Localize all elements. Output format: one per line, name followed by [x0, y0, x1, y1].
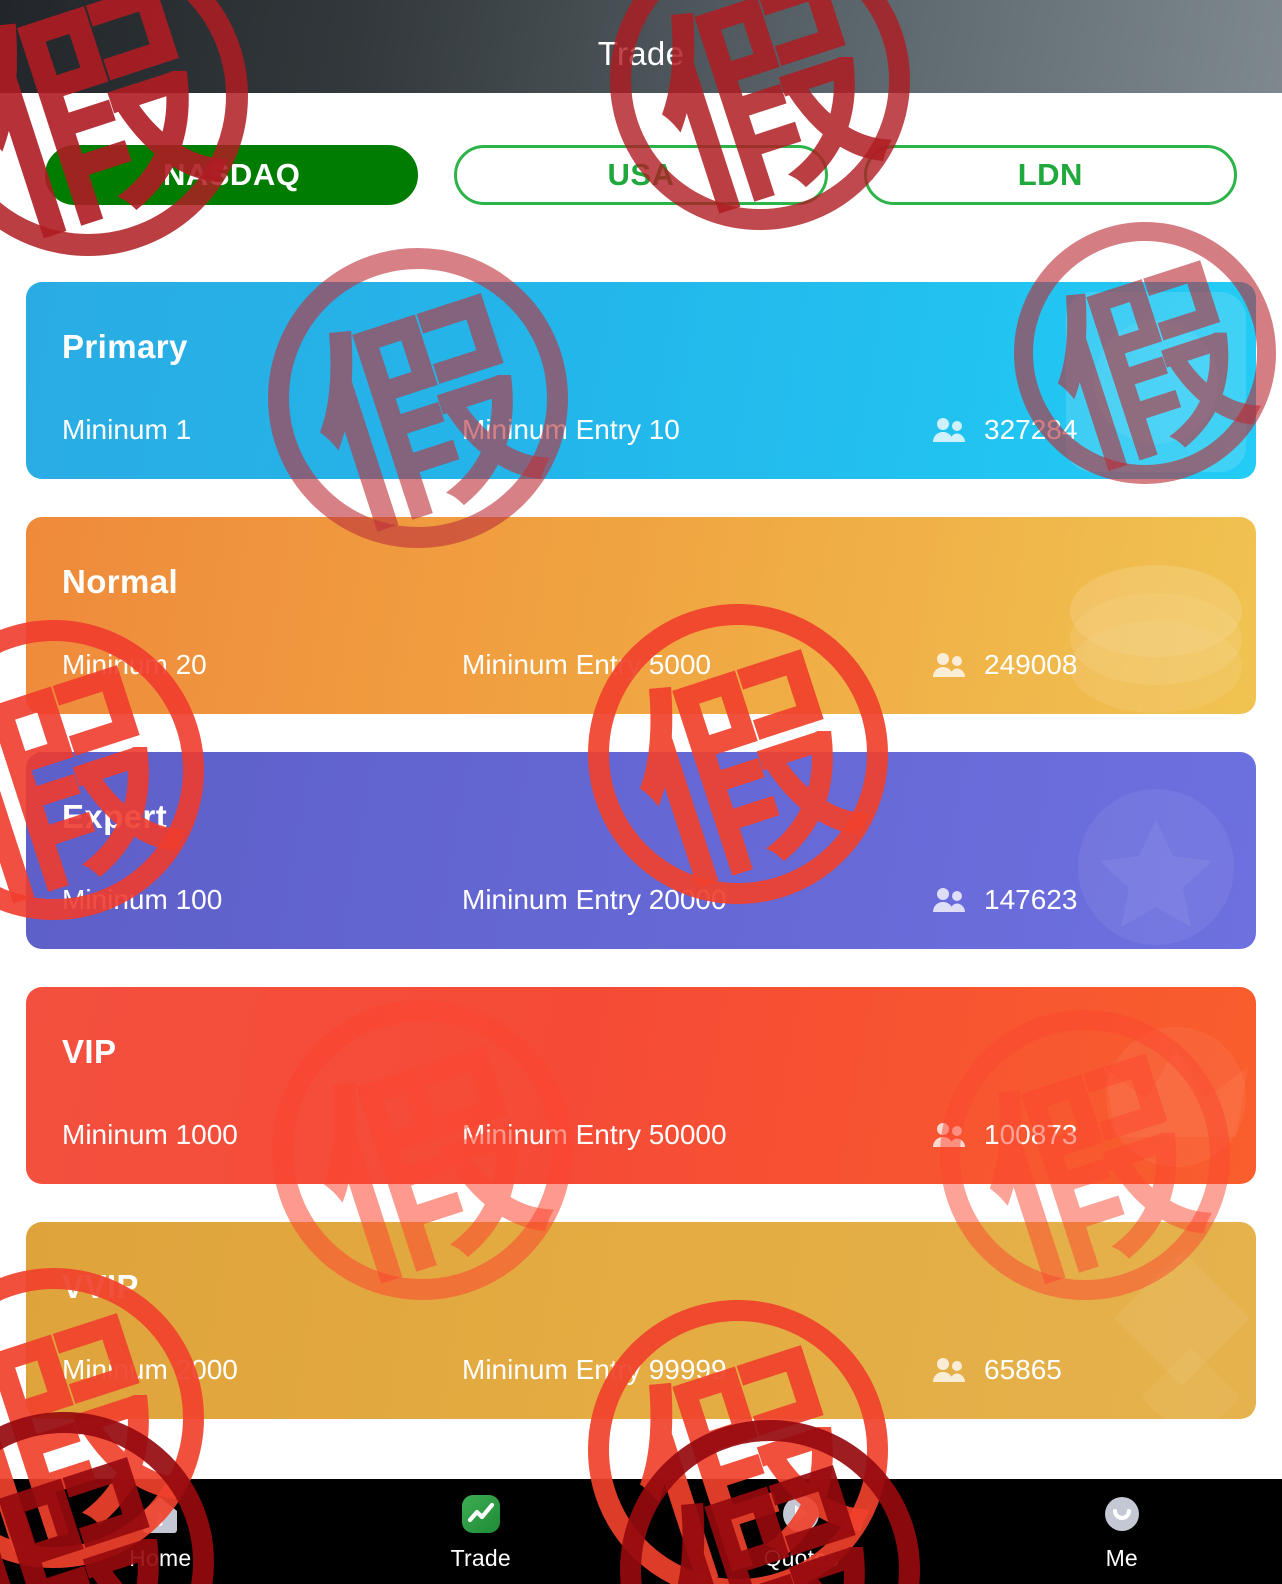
market-tab-nasdaq[interactable]: NASDAQ: [45, 145, 419, 205]
tier-member-count: 249008: [984, 649, 1078, 680]
nav-item-me[interactable]: Me: [962, 1479, 1282, 1584]
tier-card-list: Primary Mininum 1 Mininum Entry 10 32728…: [0, 282, 1282, 1457]
tier-member-count: 327284: [984, 414, 1078, 445]
tier-stats-row: Mininum 20 Mininum Entry 5000 249008: [26, 645, 1256, 685]
page-title: Trade: [597, 34, 685, 72]
people-icon: [933, 1358, 965, 1382]
tier-name: VVIP: [62, 1268, 139, 1305]
people-icon: [933, 888, 965, 912]
tier-stats-row: Mininum 2000 Mininum Entry 99999 65865: [26, 1350, 1256, 1390]
tier-minimum-entry: Mininum Entry 10: [462, 414, 680, 445]
tier-member-count: 100873: [984, 1119, 1078, 1150]
tier-members: 65865: [932, 1354, 1062, 1386]
nav-label: Me: [1105, 1545, 1138, 1571]
tier-name: Expert: [62, 798, 168, 835]
tier-name: VIP: [62, 1033, 117, 1070]
nav-label: Home: [129, 1545, 192, 1571]
tier-members: 100873: [932, 1119, 1077, 1151]
market-tab-label: NASDAQ: [162, 157, 301, 192]
tier-card-expert[interactable]: Expert Mininum 100 Mininum Entry 20000 1…: [26, 752, 1256, 949]
nav-item-quotes[interactable]: Quotes: [641, 1479, 962, 1584]
tier-minimum: Mininum 1000: [62, 1119, 238, 1150]
people-icon: [933, 418, 965, 442]
tier-card-vip[interactable]: VIP Mininum 1000 Mininum Entry 50000 100…: [26, 987, 1256, 1184]
people-icon: [933, 1123, 965, 1147]
tier-minimum: Mininum 2000: [62, 1354, 238, 1385]
tier-minimum-entry: Mininum Entry 5000: [462, 649, 712, 680]
app-header: Trade: [0, 0, 1282, 93]
tier-members: 249008: [932, 649, 1077, 681]
chart-icon: [461, 1495, 500, 1533]
market-tab-ldn[interactable]: LDN: [863, 145, 1237, 205]
nav-label: Trade: [450, 1545, 511, 1571]
people-icon: [933, 653, 965, 677]
tier-card-primary[interactable]: Primary Mininum 1 Mininum Entry 10 32728…: [26, 282, 1256, 479]
tier-stats-row: Mininum 100 Mininum Entry 20000 147623: [26, 880, 1256, 920]
tier-card-vvip[interactable]: VVIP Mininum 2000 Mininum Entry 99999 65…: [26, 1222, 1256, 1419]
bottom-navigation: Home Trade Quotes: [0, 1479, 1282, 1584]
nav-label: Quotes: [763, 1545, 839, 1571]
tier-stats-row: Mininum 1000 Mininum Entry 50000 100873: [26, 1115, 1256, 1155]
market-tab-label: LDN: [1017, 157, 1083, 192]
nav-item-trade[interactable]: Trade: [321, 1479, 642, 1584]
market-tab-label: USA: [607, 157, 675, 192]
tier-minimum-entry: Mininum Entry 99999: [462, 1354, 727, 1385]
tier-minimum-entry: Mininum Entry 50000: [462, 1119, 727, 1150]
quotes-icon: [783, 1496, 820, 1532]
tier-minimum-entry: Mininum Entry 20000: [462, 884, 727, 915]
tier-name: Normal: [62, 563, 179, 600]
tier-member-count: 147623: [984, 884, 1078, 915]
profile-icon: [1104, 1497, 1139, 1531]
tier-members: 147623: [932, 884, 1077, 916]
tier-stats-row: Mininum 1 Mininum Entry 10 327284: [26, 410, 1256, 450]
home-icon: [143, 1497, 178, 1533]
tier-minimum: Mininum 1: [62, 414, 192, 445]
nav-item-home[interactable]: Home: [0, 1479, 321, 1584]
tier-minimum: Mininum 100: [62, 884, 223, 915]
market-tab-usa[interactable]: USA: [454, 145, 828, 205]
tier-card-normal[interactable]: Normal Mininum 20 Mininum Entry 5000 249…: [26, 517, 1256, 714]
market-tab-bar: NASDAQ USA LDN: [0, 140, 1282, 210]
tier-minimum: Mininum 20: [62, 649, 207, 680]
tier-member-count: 65865: [984, 1354, 1062, 1385]
tier-name: Primary: [62, 328, 188, 365]
tier-members: 327284: [932, 414, 1077, 446]
